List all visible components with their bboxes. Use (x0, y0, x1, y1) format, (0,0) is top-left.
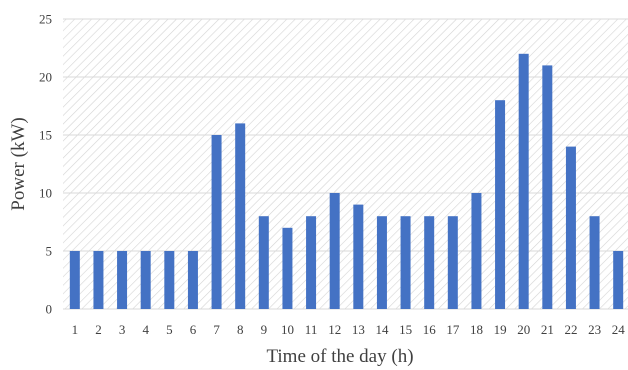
bar-hour-7 (211, 135, 222, 309)
y-tick-labels: 0 5 10 15 20 25 (39, 12, 52, 317)
bar-hour-17 (447, 216, 458, 309)
bar-hour-5 (164, 251, 175, 309)
x-tick-label: 12 (328, 322, 341, 337)
bar-hour-19 (495, 100, 506, 309)
bar-hour-15 (400, 216, 411, 309)
bar-hour-6 (187, 251, 198, 309)
x-tick-label: 22 (564, 322, 577, 337)
x-tick-label: 5 (166, 322, 173, 337)
x-tick-label: 6 (190, 322, 197, 337)
bar-hour-18 (471, 193, 482, 309)
x-tick-label: 17 (446, 322, 460, 337)
bar-hour-2 (93, 251, 104, 309)
bar-hour-23 (589, 216, 600, 309)
y-tick-label: 5 (46, 244, 53, 259)
x-tick-label: 16 (423, 322, 437, 337)
x-tick-label: 3 (119, 322, 126, 337)
x-tick-labels: 1 2 3 4 5 6 7 8 9 10 11 12 13 14 15 16 17 18 19 20 21 22 23 24 (72, 322, 626, 337)
bar-hour-13 (353, 204, 364, 309)
x-tick-label: 18 (470, 322, 483, 337)
bar-hour-4 (140, 251, 151, 309)
x-tick-label: 2 (95, 322, 102, 337)
y-tick-label: 20 (39, 70, 52, 85)
bar-hour-3 (117, 251, 128, 309)
bar-hour-11 (306, 216, 317, 309)
bar-hour-9 (258, 216, 269, 309)
x-tick-label: 19 (494, 322, 507, 337)
x-tick-label: 21 (541, 322, 554, 337)
x-tick-label: 24 (612, 322, 626, 337)
x-tick-label: 9 (261, 322, 268, 337)
bar-hour-20 (518, 53, 529, 309)
x-axis-title: Time of the day (h) (266, 346, 413, 367)
bar-hour-8 (235, 123, 246, 310)
bar-hour-24 (613, 251, 624, 309)
x-tick-label: 11 (305, 322, 318, 337)
x-tick-label: 23 (588, 322, 601, 337)
x-tick-label: 1 (72, 322, 79, 337)
y-axis-title: Power (kW) (8, 117, 29, 210)
bars (69, 53, 624, 310)
x-tick-label: 14 (375, 322, 389, 337)
x-tick-label: 20 (517, 322, 530, 337)
x-tick-label: 10 (281, 322, 294, 337)
x-tick-label: 15 (399, 322, 412, 337)
y-tick-label: 10 (39, 186, 52, 201)
x-tick-label: 8 (237, 322, 244, 337)
y-tick-label: 15 (39, 128, 52, 143)
x-tick-label: 7 (213, 322, 220, 337)
x-tick-label: 4 (142, 322, 149, 337)
bar-hour-10 (282, 227, 293, 309)
bar-hour-21 (542, 65, 553, 310)
bar-hour-12 (329, 193, 340, 309)
bar-hour-14 (376, 216, 387, 309)
bar-hour-16 (424, 216, 435, 309)
gridlines (63, 18, 628, 310)
plot-area-background (63, 19, 628, 309)
x-tick-label: 13 (352, 322, 365, 337)
y-tick-label: 25 (39, 12, 52, 27)
bar-hour-1 (69, 251, 80, 309)
bar-hour-22 (565, 146, 576, 309)
y-tick-label: 0 (46, 302, 53, 317)
